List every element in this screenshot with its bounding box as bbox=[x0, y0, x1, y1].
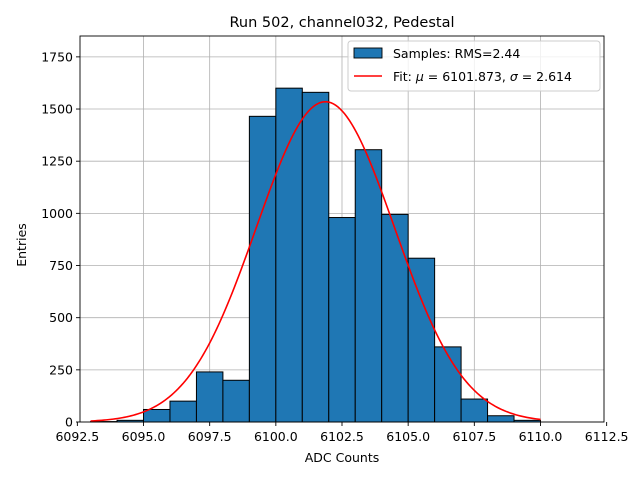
y-tick-label: 750 bbox=[49, 258, 73, 273]
x-tick-label: 6100.0 bbox=[254, 429, 298, 444]
x-tick-label: 6095.0 bbox=[122, 429, 166, 444]
y-tick-label: 1750 bbox=[41, 49, 73, 64]
histogram-bar bbox=[195, 371, 224, 423]
x-axis-label: ADC Counts bbox=[305, 450, 380, 465]
x-tick-label: 6092.5 bbox=[55, 429, 99, 444]
x-tick-label: 6097.5 bbox=[188, 429, 232, 444]
legend-fit-sigma-value: = 2.614 bbox=[518, 69, 572, 84]
histogram-bar bbox=[222, 379, 250, 423]
histogram-bar bbox=[487, 415, 515, 423]
histogram-bar bbox=[301, 91, 330, 423]
x-tick-label: 6107.5 bbox=[452, 429, 496, 444]
y-tick-label: 1000 bbox=[41, 206, 73, 221]
x-tick-label: 6102.5 bbox=[320, 429, 364, 444]
x-tick-label: 6110.0 bbox=[519, 429, 563, 444]
histogram-bar bbox=[381, 213, 409, 423]
y-tick-label: 0 bbox=[65, 415, 73, 430]
legend-box bbox=[347, 40, 601, 92]
histogram-bars bbox=[90, 87, 541, 423]
x-tick-label: 6112.5 bbox=[585, 429, 629, 444]
histogram-bar bbox=[434, 346, 462, 423]
legend: Samples: RMS=2.44 Fit: μ = 6101.873, σ =… bbox=[347, 40, 601, 92]
histogram-bar bbox=[143, 408, 171, 423]
legend-fit-mu-symbol: μ bbox=[415, 69, 424, 84]
histogram-bar bbox=[328, 217, 356, 423]
legend-fit-mu-value: = 6101.873, bbox=[424, 69, 510, 84]
x-tick-label: 6105.0 bbox=[386, 429, 430, 444]
y-tick-label: 500 bbox=[49, 310, 73, 325]
y-tick-label: 1250 bbox=[41, 154, 73, 169]
legend-swatch-histogram bbox=[353, 47, 383, 59]
histogram-bar bbox=[354, 149, 383, 423]
y-tick-label: 1500 bbox=[41, 102, 73, 117]
x-axis-ticks: 6092.5 6095.0 6097.5 6100.0 6102.5 6105.0 6107… bbox=[55, 422, 629, 444]
histogram-bar bbox=[407, 257, 436, 423]
legend-label-histogram: Samples: RMS=2.44 bbox=[393, 46, 520, 61]
histogram-bar bbox=[460, 398, 489, 423]
legend-label-fit: Fit: μ = 6101.873, σ = 2.614 bbox=[393, 69, 572, 84]
fit-curve bbox=[90, 100, 541, 422]
histogram-bar bbox=[275, 87, 303, 423]
histogram-bar bbox=[248, 115, 277, 423]
chart-title: Run 502, channel032, Pedestal bbox=[229, 15, 454, 31]
legend-fit-sigma-symbol: σ bbox=[510, 69, 519, 84]
y-axis-ticks: 0 250 500 750 1000 1250 1500 1750 bbox=[41, 49, 80, 430]
legend-fit-prefix: Fit: bbox=[393, 69, 416, 84]
y-axis-label: Entries bbox=[14, 223, 29, 267]
histogram-bar bbox=[169, 400, 197, 423]
y-tick-label: 250 bbox=[49, 362, 73, 377]
